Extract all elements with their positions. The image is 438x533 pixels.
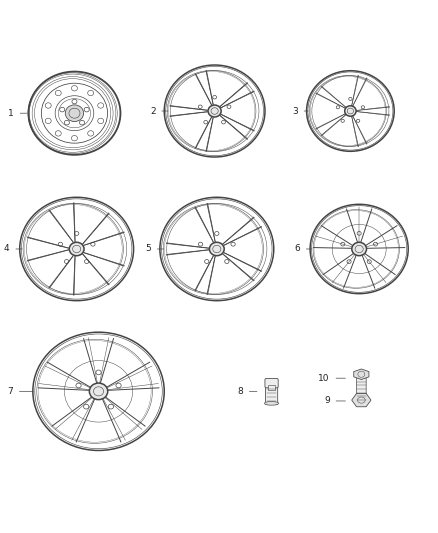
Text: 10: 10 (318, 374, 330, 383)
Ellipse shape (64, 120, 69, 125)
Ellipse shape (98, 118, 104, 124)
Text: 5: 5 (145, 245, 151, 254)
Polygon shape (352, 393, 371, 407)
Ellipse shape (45, 103, 51, 108)
Ellipse shape (60, 107, 65, 112)
Text: 4: 4 (4, 245, 10, 254)
Ellipse shape (98, 103, 104, 108)
Ellipse shape (55, 131, 61, 136)
Ellipse shape (89, 383, 108, 400)
Text: 3: 3 (292, 107, 298, 116)
Ellipse shape (71, 135, 78, 141)
Ellipse shape (88, 131, 94, 136)
Ellipse shape (45, 118, 51, 124)
FancyBboxPatch shape (265, 384, 278, 405)
Ellipse shape (352, 243, 367, 256)
Ellipse shape (208, 105, 221, 117)
Text: 2: 2 (150, 107, 155, 116)
Ellipse shape (209, 243, 224, 256)
FancyBboxPatch shape (268, 385, 275, 390)
Text: 8: 8 (237, 387, 243, 396)
FancyBboxPatch shape (265, 378, 278, 388)
Ellipse shape (71, 85, 78, 91)
Ellipse shape (80, 120, 85, 125)
Ellipse shape (65, 105, 84, 122)
Ellipse shape (69, 243, 84, 256)
Text: 7: 7 (7, 387, 13, 396)
Text: 1: 1 (8, 109, 14, 118)
Ellipse shape (88, 90, 94, 96)
Ellipse shape (84, 107, 89, 112)
FancyBboxPatch shape (357, 378, 366, 400)
Ellipse shape (72, 99, 77, 104)
Ellipse shape (265, 401, 279, 405)
Text: 9: 9 (324, 397, 330, 406)
Ellipse shape (345, 106, 356, 116)
Ellipse shape (55, 90, 61, 96)
Text: 6: 6 (294, 245, 300, 254)
Polygon shape (354, 369, 369, 379)
